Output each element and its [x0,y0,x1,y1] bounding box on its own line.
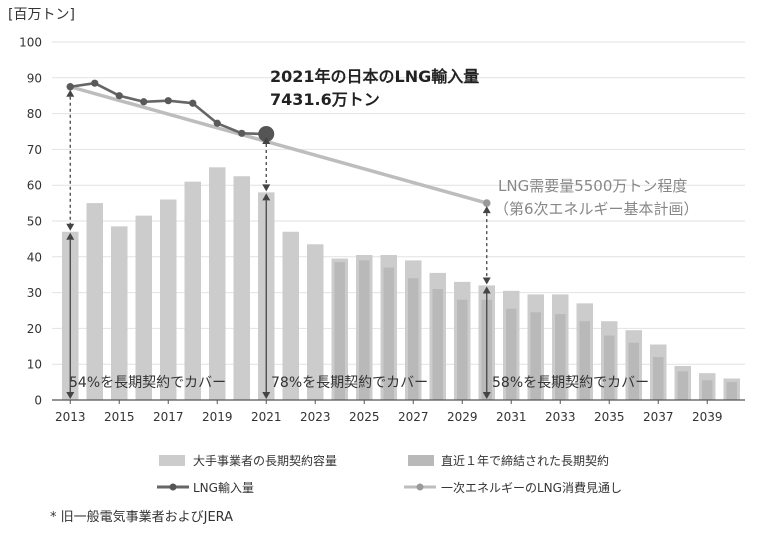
consumption-outlook-line [68,85,489,205]
bar-recent-contracts-2032 [530,312,541,400]
solid-arrow-head-bottom-2030 [482,392,491,399]
dashed-arrow-head-top-2013 [66,89,75,97]
coverage-label-2021: 78%を長期契約でカバー [271,375,428,391]
lng-import-point-2021 [258,126,275,143]
solid-arrow-head-bottom-2013 [66,392,75,399]
legend-swatch-contract-capacity [159,455,185,466]
y-tick-label-80: 80 [27,107,42,121]
lng-import-point-2018 [189,99,197,107]
y-tick-label-10: 10 [27,358,42,372]
dashed-arrow-head-bottom-2021 [262,184,271,192]
import-annotation-line1: 2021年の日本のLNG輸入量 [270,67,479,86]
x-tick-label-2027: 2027 [398,410,429,424]
solid-arrow-head-top-2013 [66,232,75,240]
dashed-arrow-head-bottom-2013 [66,223,75,231]
x-tick-label-2025: 2025 [349,410,380,424]
y-tick-label-30: 30 [27,286,42,300]
bar-contract-capacity-2018 [184,181,201,400]
x-tick-label-2035: 2035 [594,410,625,424]
x-tick-label-2029: 2029 [447,410,478,424]
bar-contract-capacity-2019 [209,167,226,400]
y-tick-label-90: 90 [27,71,42,85]
lng-import-point-2020 [238,129,246,137]
y-tick-label-20: 20 [27,322,42,336]
x-tick-label-2017: 2017 [153,410,184,424]
x-tick-label-2031: 2031 [496,410,527,424]
legend-label-lng-import: LNG輸入量 [193,480,254,495]
bar-contract-capacity-2016 [135,215,152,400]
coverage-label-2030: 58%を長期契約でカバー [492,375,649,391]
lng-import-point-2015 [115,92,123,100]
bar-contract-capacity-2020 [233,176,250,400]
bar-recent-contracts-2039 [702,380,713,400]
x-tick-label-2033: 2033 [545,410,576,424]
bar-recent-contracts-2024 [334,262,345,400]
solid-arrow-head-bottom-2021 [262,392,271,399]
lines-group [66,79,491,207]
x-tick-label-2015: 2015 [104,410,135,424]
bar-recent-contracts-2034 [579,321,590,400]
bars-group [62,167,740,400]
lng-import-line [70,81,267,136]
x-tick-label-2023: 2023 [300,410,331,424]
lng-import-point-2014 [91,79,99,87]
x-tick-label-2037: 2037 [643,410,674,424]
bar-contract-capacity-2023 [307,244,324,400]
lng-import-point-2016 [140,98,148,106]
bar-recent-contracts-2029 [457,299,468,400]
bar-recent-contracts-2040 [726,382,737,400]
bar-recent-contracts-2025 [359,260,370,400]
coverage-label-2013: 54%を長期契約でカバー [69,375,226,391]
bar-contract-capacity-2014 [86,203,103,400]
solid-arrow-head-top-2030 [482,286,491,294]
consumption-outlook-point-2030 [482,199,491,207]
lng-import-point-2019 [213,119,221,127]
x-axis: 2013 2015 2017 2019 2021 2023 2025 2027 2029 2031… [52,399,745,424]
dashed-arrow-head-bottom-2030 [482,277,491,285]
y-tick-label-100: 100 [19,36,42,50]
y-tick-label-40: 40 [27,250,42,264]
y-tick-label-0: 0 [34,394,42,408]
x-tick-label-2021: 2021 [251,410,282,424]
lng-import-point-2013 [66,83,74,91]
bar-recent-contracts-2038 [677,371,688,400]
legend-marker-consumption-outlook [416,483,424,491]
y-tick-label-70: 70 [27,143,42,157]
bar-recent-contracts-2036 [628,342,639,400]
bar-recent-contracts-2037 [653,357,664,400]
legend-label-contract-capacity: 大手事業者の長期契約容量 [193,453,337,468]
dashed-arrow-head-top-2021 [262,137,271,145]
lng-import-point-2017 [164,97,172,105]
bar-contract-capacity-2022 [282,231,299,400]
footnote: * 旧一般電気事業者およびJERA [50,509,233,525]
bar-recent-contracts-2035 [604,335,615,400]
x-tick-label-2039: 2039 [692,410,723,424]
legend-marker-lng-import [169,483,177,491]
y-tick-label-50: 50 [27,215,42,229]
legend: 大手事業者の長期契約容量 直近１年で締結された長期契約 LNG輸入量 一次エネル… [157,453,622,495]
solid-arrow-head-top-2021 [262,193,271,201]
bar-contract-capacity-2017 [160,199,177,400]
demand-annotation-line2: （第6次エネルギー基本計画） [494,200,699,218]
dashed-arrow-head-top-2030 [482,206,491,214]
demand-annotation-line1: LNG需要量5500万トン程度 [498,177,687,195]
import-annotation-line2: 7431.6万トン [270,90,380,109]
bar-recent-contracts-2033 [555,314,566,400]
bar-recent-contracts-2027 [408,278,419,400]
bar-recent-contracts-2028 [432,289,443,400]
bar-recent-contracts-2026 [383,267,394,400]
x-tick-label-2019: 2019 [202,410,233,424]
legend-swatch-recent-contracts [408,455,434,466]
x-tick-label-2013: 2013 [55,410,86,424]
bar-contract-capacity-2015 [111,226,128,400]
y-axis: 0 10 20 30 40 50 60 70 80 90 100 [19,36,42,408]
y-tick-label-60: 60 [27,179,42,193]
legend-label-recent-contracts: 直近１年で締結された長期契約 [441,453,609,468]
coverage-arrows [66,89,491,399]
unit-label: [百万トン] [8,7,75,23]
bar-recent-contracts-2031 [506,308,517,400]
legend-label-consumption-outlook: 一次エネルギーのLNG消費見通し [441,480,622,495]
